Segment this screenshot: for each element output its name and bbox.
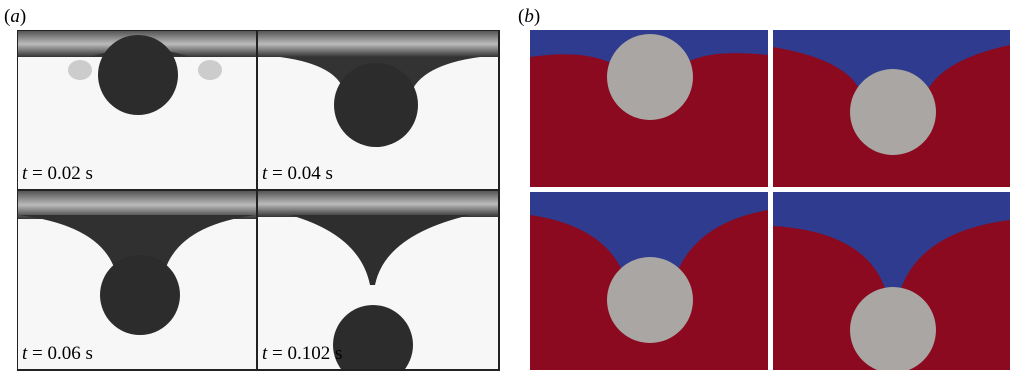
text-run: = 0.02 s — [27, 163, 93, 184]
time-label: t = 0.02 s — [22, 163, 93, 184]
simulation-2 — [773, 30, 1010, 187]
photo-panels — [17, 30, 500, 372]
figure: (a) (b) t = 0.02 s t = 0.04 s t = 0.06 s… — [0, 0, 1010, 372]
simulation-panels — [530, 30, 1010, 372]
text-run: a — [10, 6, 20, 27]
simulation-1 — [530, 30, 768, 187]
text-run: b — [524, 6, 534, 27]
time-label: t = 0.102 s — [262, 343, 342, 364]
text-run: ) — [534, 6, 540, 27]
text-run: ) — [20, 6, 26, 27]
text-run: = 0.06 s — [27, 343, 93, 364]
time-label: t = 0.06 s — [22, 343, 93, 364]
simulation-4 — [773, 192, 1010, 372]
text-run: = 0.102 s — [267, 343, 342, 364]
text-run: = 0.04 s — [267, 163, 333, 184]
panel-label: (b) — [518, 6, 540, 27]
simulation-3 — [530, 192, 768, 370]
time-label: t = 0.04 s — [262, 163, 333, 184]
panel-label: (a) — [4, 6, 26, 27]
